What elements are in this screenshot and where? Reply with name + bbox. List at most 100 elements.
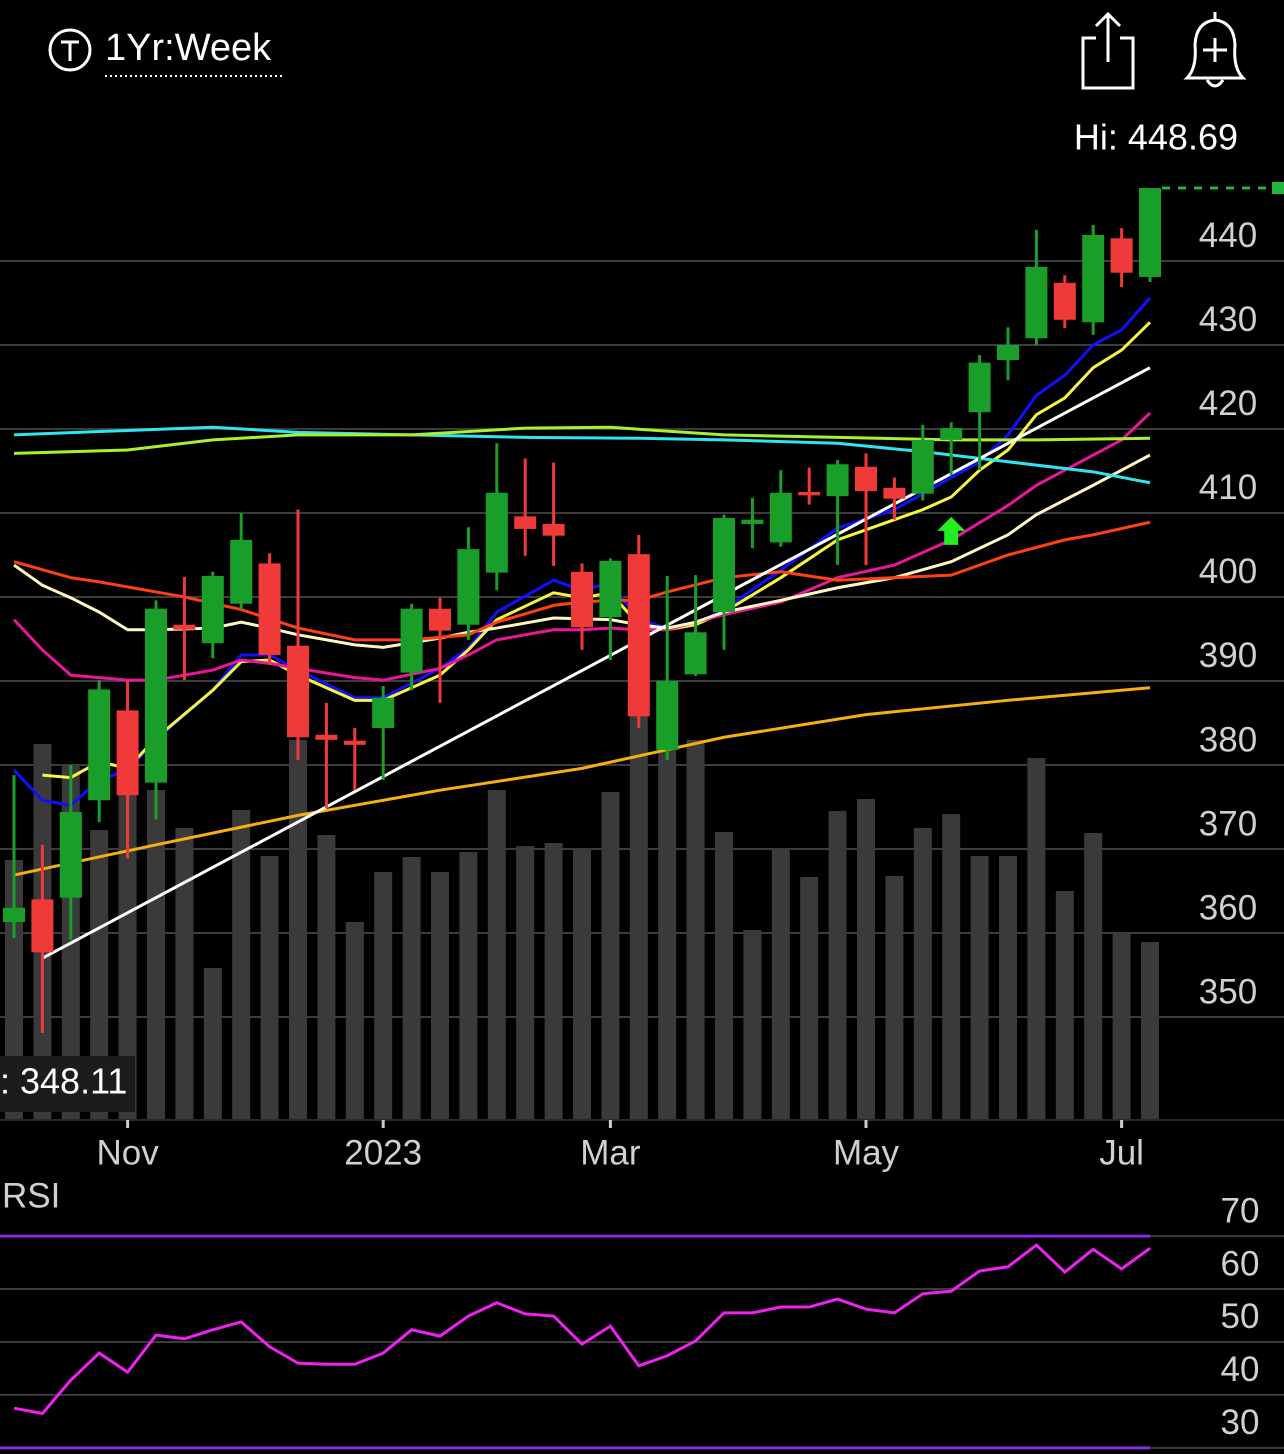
volume-bar [913, 828, 932, 1120]
candle-body [372, 697, 395, 729]
rsi-title: RSI [2, 1176, 60, 1215]
volume-bar [942, 814, 961, 1120]
high-marker [1272, 181, 1284, 194]
share-button[interactable] [1081, 11, 1135, 90]
candle-body [1139, 187, 1161, 277]
x-tick-label: Nov [96, 1133, 159, 1172]
candle-body [713, 518, 735, 613]
share-box [1081, 36, 1135, 90]
volume-bar [1027, 758, 1046, 1120]
candle-body [400, 608, 423, 673]
candle-body [542, 523, 565, 536]
y-tick-label: 440 [1199, 216, 1257, 255]
y-tick-label: 70 [1221, 1191, 1260, 1230]
y-tick-label: 420 [1199, 384, 1257, 423]
volume-bar [544, 843, 563, 1120]
y-tick-label: 40 [1221, 1350, 1260, 1389]
volume-bar [459, 852, 478, 1120]
candle-body [145, 608, 167, 783]
timeframe-icon-glyph [61, 40, 79, 61]
candle-body [1053, 282, 1076, 320]
y-tick-label: 430 [1199, 300, 1257, 339]
y-tick-label: 350 [1199, 972, 1257, 1011]
rsi-line [13, 1243, 1151, 1416]
y-tick-label: 400 [1199, 552, 1257, 591]
moving-average [13, 425, 1151, 485]
volume-bar [1112, 933, 1131, 1120]
candle-body [287, 645, 309, 738]
candle-body [31, 899, 54, 953]
candle-body [485, 492, 508, 573]
candle-body [911, 439, 934, 494]
volume-bar [289, 740, 307, 1120]
volume-bar [1141, 942, 1159, 1120]
volume-bar [317, 835, 336, 1120]
volume [5, 700, 1159, 1120]
volume-bar [1055, 891, 1074, 1120]
volume-bar [147, 790, 165, 1120]
candle-body [599, 560, 622, 618]
x-tick-label: Mar [580, 1133, 641, 1172]
y-tick-label: 30 [1221, 1403, 1260, 1442]
candles [3, 187, 1161, 1033]
x-tick-label: 2023 [344, 1133, 422, 1172]
candle-body [59, 812, 82, 898]
candle-body [883, 487, 906, 499]
candle-body [1110, 238, 1133, 273]
candle-body [798, 491, 821, 496]
moving-average [13, 686, 1151, 877]
volume-bar [345, 922, 364, 1120]
hi-label: Hi: 448.69 [1074, 117, 1238, 158]
y-tick-label: 360 [1199, 888, 1257, 927]
x-tick-label: Jul [1099, 1133, 1144, 1172]
volume-bar [999, 856, 1017, 1120]
volume-bar [1084, 833, 1103, 1120]
volume-bar [402, 857, 421, 1120]
volume-bar [487, 790, 506, 1120]
candle-body [571, 571, 593, 628]
volume-bar [970, 856, 989, 1120]
candle-body [684, 632, 707, 675]
candle-body [173, 624, 196, 630]
candle-body [201, 575, 224, 644]
y-tick-label: 410 [1199, 468, 1257, 507]
candle-body [826, 464, 849, 497]
candle-body [769, 492, 792, 543]
candle-body [457, 549, 480, 625]
candle-body [997, 344, 1019, 361]
candle-body [855, 466, 877, 492]
candle-body [315, 734, 338, 740]
alert-button[interactable] [1183, 12, 1247, 88]
volume-bar [743, 930, 762, 1120]
volume-bar [601, 792, 620, 1120]
volume-bar [857, 799, 875, 1120]
volume-bar [800, 877, 819, 1120]
volume-bar [828, 811, 847, 1120]
candle-body [514, 516, 537, 529]
y-tick-label: 380 [1199, 720, 1257, 759]
volume-bar [658, 700, 677, 1120]
volume-bar [203, 968, 222, 1120]
volume-bar [5, 860, 23, 1120]
share-arrow [1094, 11, 1122, 62]
timeframe[interactable]: 1Yr:Week [105, 27, 272, 69]
volume-bar [431, 872, 449, 1120]
x-tick-label: May [833, 1133, 900, 1172]
candle-body [627, 554, 650, 717]
y-tick-label: 60 [1221, 1244, 1260, 1283]
candle-body [656, 680, 679, 750]
candle-body [741, 519, 764, 524]
candle-body [1082, 234, 1105, 323]
volume-bar [885, 876, 904, 1120]
volume-bar [771, 848, 790, 1120]
timeframe-icon[interactable] [48, 28, 92, 72]
candle-body [88, 689, 111, 801]
volume-bar [374, 872, 393, 1120]
volume-bar [175, 828, 194, 1120]
low-label-box [0, 1056, 135, 1112]
bell [1183, 18, 1247, 80]
moving-average [13, 425, 1151, 455]
signal-arrow [937, 516, 966, 545]
volume-bar [260, 856, 279, 1120]
